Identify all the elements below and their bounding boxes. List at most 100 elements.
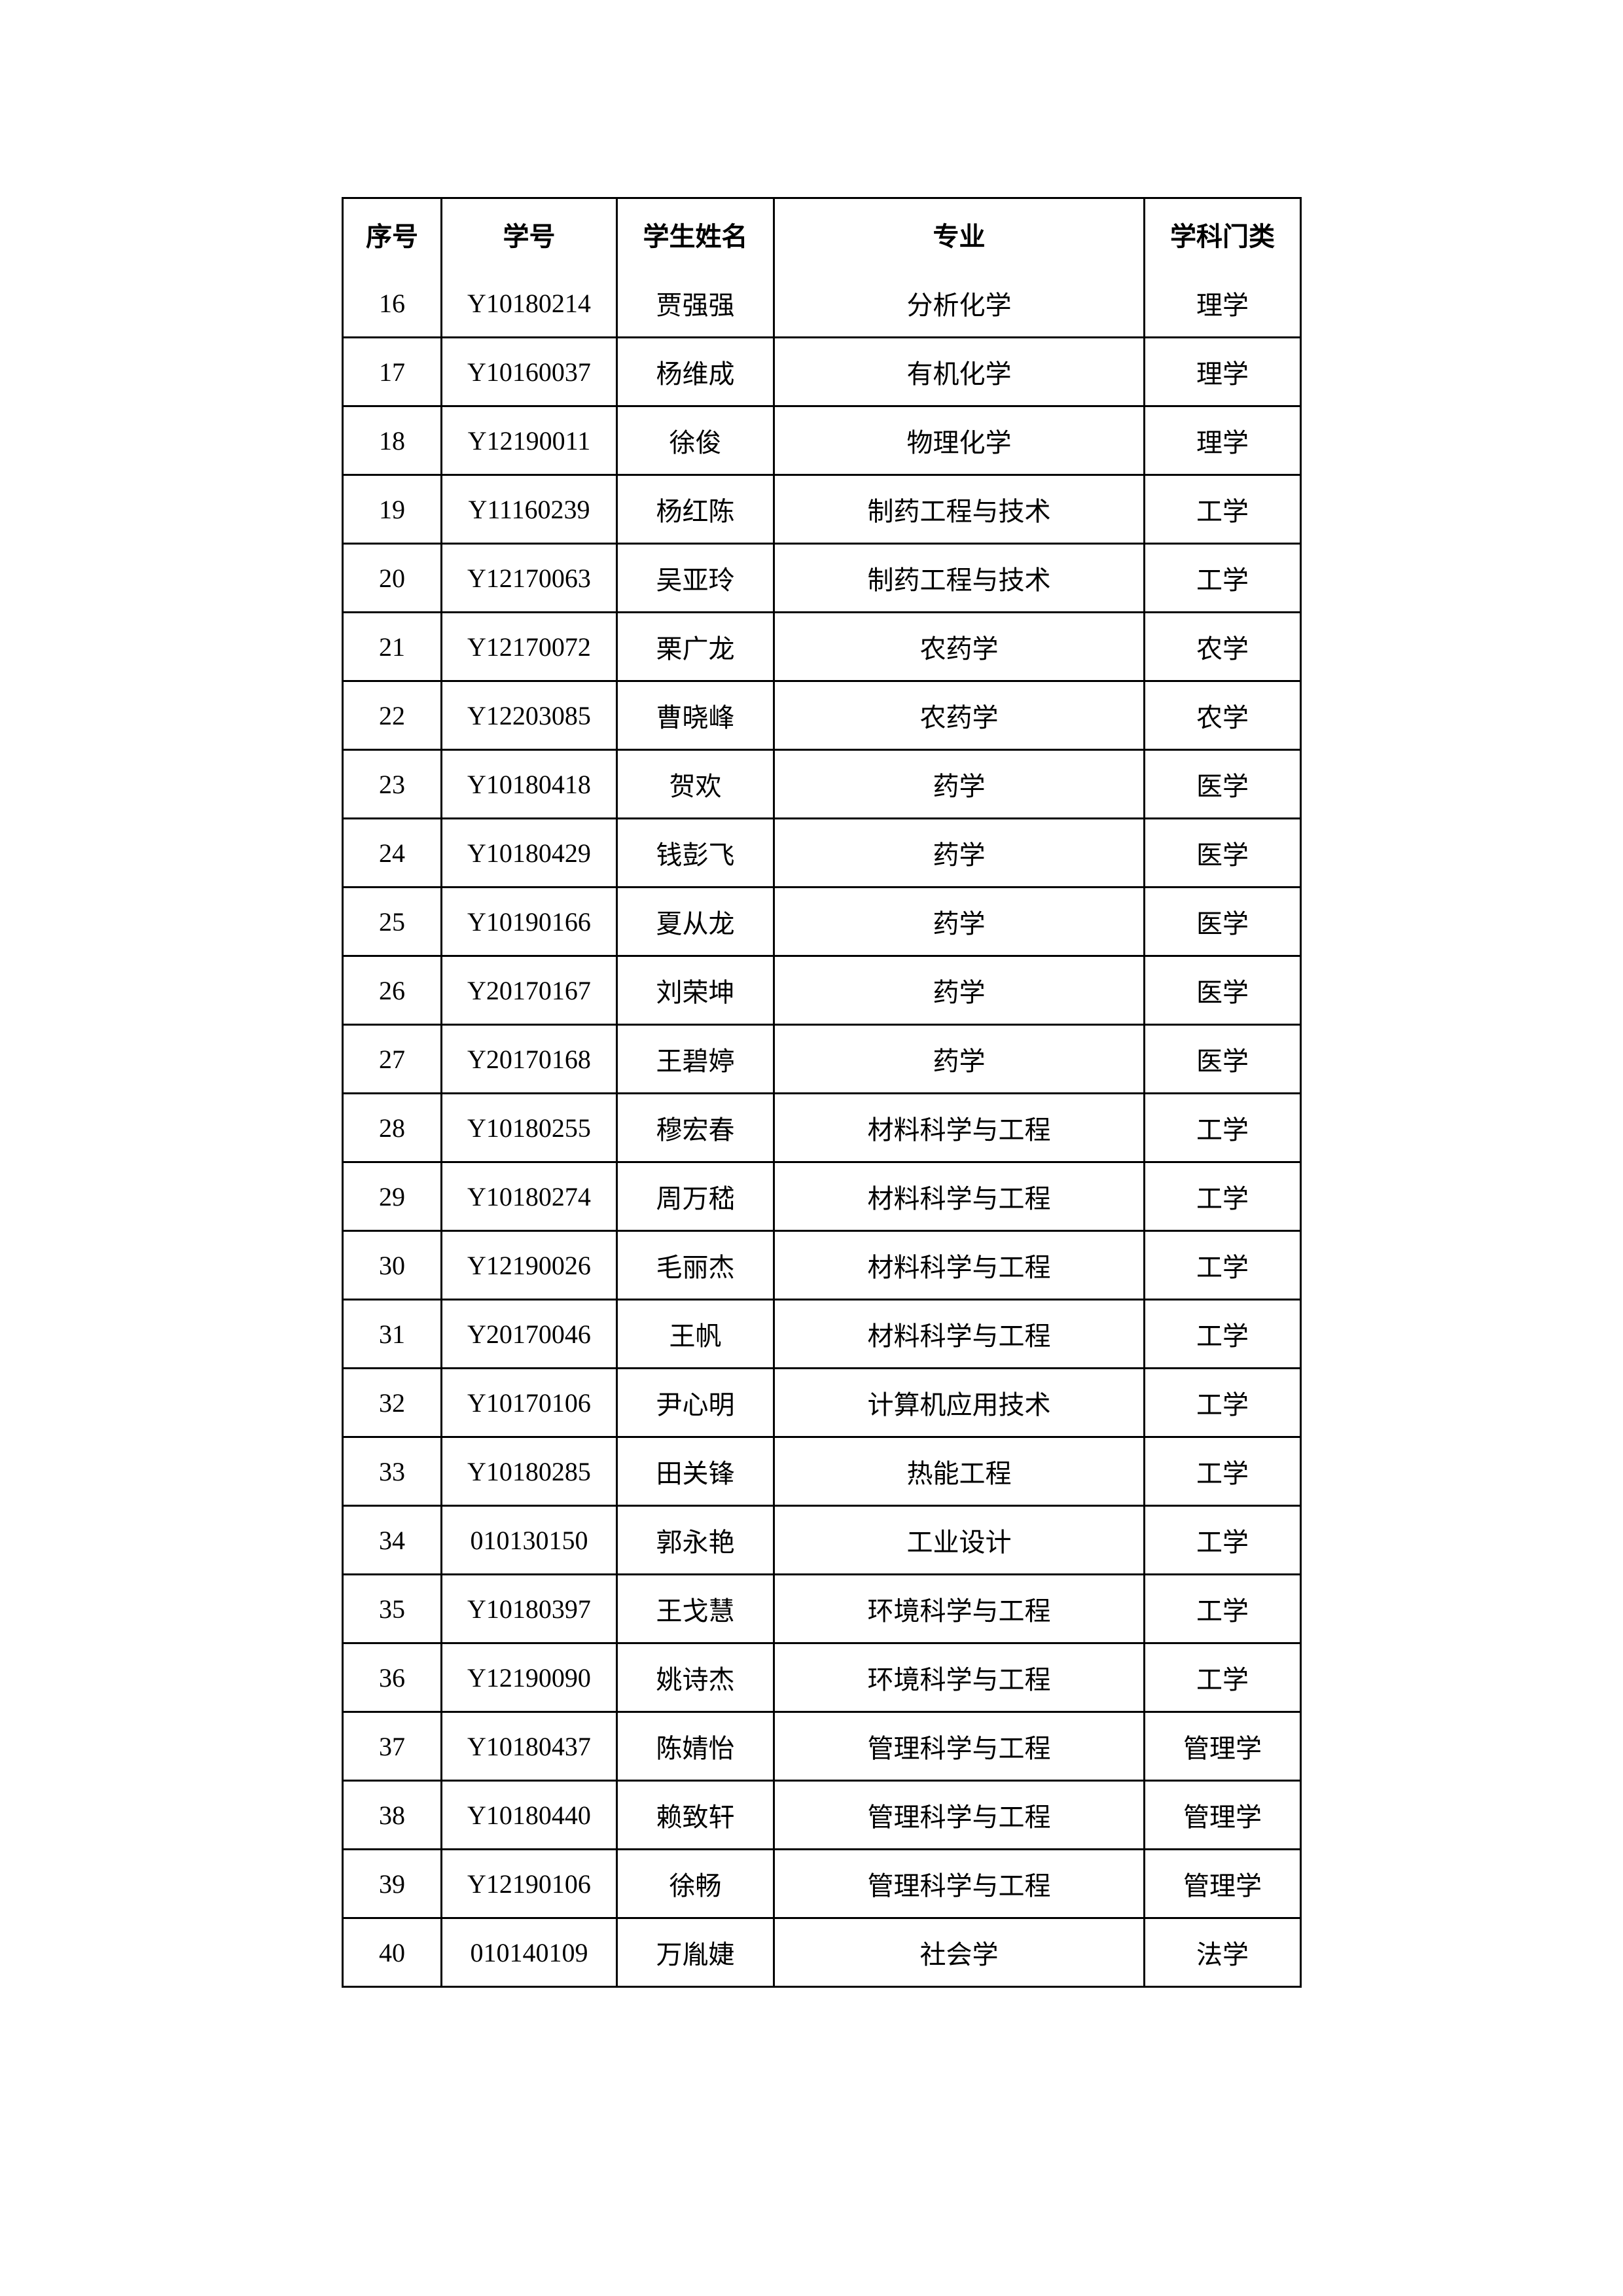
student-list-table: 序号 学号 学生姓名 专业 学科门类 16 Y10180214 贾强强 分析化学 理学 1… [342, 197, 1302, 1988]
cell-discipline: 工学 [1143, 1573, 1302, 1644]
cell-discipline: 管理学 [1143, 1780, 1302, 1850]
cell-index: 26 [342, 955, 442, 1026]
table-row: 40 010140109 万胤婕 社会学 法学 [342, 1917, 1302, 1988]
cell-student-id: Y10180429 [440, 817, 618, 888]
table-row: 39 Y12190106 徐畅 管理科学与工程 管理学 [342, 1848, 1302, 1919]
cell-major: 有机化学 [773, 336, 1145, 407]
cell-student-name: 曹晓峰 [616, 680, 775, 751]
cell-discipline: 农学 [1143, 680, 1302, 751]
table-row: 21 Y12170072 栗广龙 农药学 农学 [342, 611, 1302, 682]
cell-major: 药学 [773, 886, 1145, 957]
cell-index: 23 [342, 749, 442, 819]
cell-student-name: 贾强强 [616, 270, 775, 338]
table-row: 38 Y10180440 赖致轩 管理科学与工程 管理学 [342, 1780, 1302, 1850]
cell-student-id: Y20170046 [440, 1299, 618, 1369]
cell-discipline: 工学 [1143, 1642, 1302, 1713]
cell-student-name: 徐俊 [616, 405, 775, 476]
cell-major: 工业设计 [773, 1505, 1145, 1575]
cell-discipline: 法学 [1143, 1917, 1302, 1988]
cell-student-id: Y20170168 [440, 1024, 618, 1094]
table-row: 37 Y10180437 陈婧怡 管理科学与工程 管理学 [342, 1711, 1302, 1782]
cell-major: 制药工程与技术 [773, 474, 1145, 545]
cell-student-id: Y12203085 [440, 680, 618, 751]
table-row: 22 Y12203085 曹晓峰 农药学 农学 [342, 680, 1302, 751]
cell-index: 19 [342, 474, 442, 545]
cell-index: 36 [342, 1642, 442, 1713]
table-row: 32 Y10170106 尹心明 计算机应用技术 工学 [342, 1367, 1302, 1438]
cell-discipline: 工学 [1143, 1505, 1302, 1575]
header-student-name: 学生姓名 [616, 197, 775, 270]
cell-student-name: 毛丽杰 [616, 1230, 775, 1300]
cell-student-id: Y10160037 [440, 336, 618, 407]
cell-index: 20 [342, 543, 442, 613]
cell-index: 28 [342, 1092, 442, 1163]
cell-discipline: 工学 [1143, 543, 1302, 613]
cell-discipline: 医学 [1143, 749, 1302, 819]
cell-index: 18 [342, 405, 442, 476]
cell-student-name: 赖致轩 [616, 1780, 775, 1850]
table-row: 24 Y10180429 钱彭飞 药学 医学 [342, 817, 1302, 888]
cell-index: 16 [342, 270, 442, 338]
cell-discipline: 医学 [1143, 1024, 1302, 1094]
cell-student-id: Y20170167 [440, 955, 618, 1026]
cell-major: 药学 [773, 1024, 1145, 1094]
cell-major: 药学 [773, 817, 1145, 888]
cell-student-name: 贺欢 [616, 749, 775, 819]
table-row: 31 Y20170046 王帆 材料科学与工程 工学 [342, 1299, 1302, 1369]
cell-student-name: 钱彭飞 [616, 817, 775, 888]
cell-major: 材料科学与工程 [773, 1230, 1145, 1300]
table-row: 34 010130150 郭永艳 工业设计 工学 [342, 1505, 1302, 1575]
table-row: 29 Y10180274 周万嵇 材料科学与工程 工学 [342, 1161, 1302, 1232]
cell-student-name: 周万嵇 [616, 1161, 775, 1232]
table-row: 20 Y12170063 吴亚玲 制药工程与技术 工学 [342, 543, 1302, 613]
cell-index: 17 [342, 336, 442, 407]
cell-discipline: 工学 [1143, 1092, 1302, 1163]
cell-student-id: Y10180285 [440, 1436, 618, 1507]
header-row: 序号 学号 学生姓名 专业 学科门类 [342, 197, 1302, 270]
cell-discipline: 工学 [1143, 1367, 1302, 1438]
cell-student-id: Y12190026 [440, 1230, 618, 1300]
table-body: 16 Y10180214 贾强强 分析化学 理学 17 Y10160037 杨维成 有机化学 理学… [342, 270, 1302, 1988]
cell-discipline: 管理学 [1143, 1711, 1302, 1782]
cell-student-id: Y10180255 [440, 1092, 618, 1163]
table-row: 28 Y10180255 穆宏春 材料科学与工程 工学 [342, 1092, 1302, 1163]
cell-discipline: 医学 [1143, 886, 1302, 957]
cell-student-name: 田关锋 [616, 1436, 775, 1507]
cell-discipline: 理学 [1143, 336, 1302, 407]
table-row: 27 Y20170168 王碧婷 药学 医学 [342, 1024, 1302, 1094]
cell-student-name: 尹心明 [616, 1367, 775, 1438]
cell-student-id: Y12170063 [440, 543, 618, 613]
table-row: 17 Y10160037 杨维成 有机化学 理学 [342, 336, 1302, 407]
cell-student-id: 010130150 [440, 1505, 618, 1575]
cell-major: 分析化学 [773, 270, 1145, 338]
cell-discipline: 理学 [1143, 405, 1302, 476]
cell-student-name: 吴亚玲 [616, 543, 775, 613]
cell-index: 24 [342, 817, 442, 888]
cell-discipline: 农学 [1143, 611, 1302, 682]
cell-student-id: Y10190166 [440, 886, 618, 957]
cell-index: 31 [342, 1299, 442, 1369]
cell-major: 社会学 [773, 1917, 1145, 1988]
cell-student-name: 王碧婷 [616, 1024, 775, 1094]
cell-major: 管理科学与工程 [773, 1848, 1145, 1919]
table-row: 26 Y20170167 刘荣坤 药学 医学 [342, 955, 1302, 1026]
cell-discipline: 理学 [1143, 270, 1302, 338]
cell-discipline: 工学 [1143, 1299, 1302, 1369]
cell-discipline: 医学 [1143, 817, 1302, 888]
cell-major: 材料科学与工程 [773, 1299, 1145, 1369]
table-row: 25 Y10190166 夏从龙 药学 医学 [342, 886, 1302, 957]
cell-index: 29 [342, 1161, 442, 1232]
cell-index: 37 [342, 1711, 442, 1782]
cell-discipline: 医学 [1143, 955, 1302, 1026]
cell-major: 环境科学与工程 [773, 1573, 1145, 1644]
cell-discipline: 工学 [1143, 474, 1302, 545]
cell-student-id: Y10180274 [440, 1161, 618, 1232]
cell-major: 物理化学 [773, 405, 1145, 476]
cell-student-id: Y12190090 [440, 1642, 618, 1713]
cell-major: 管理科学与工程 [773, 1780, 1145, 1850]
cell-student-id: Y10180437 [440, 1711, 618, 1782]
cell-student-name: 陈婧怡 [616, 1711, 775, 1782]
cell-student-name: 徐畅 [616, 1848, 775, 1919]
table-row: 30 Y12190026 毛丽杰 材料科学与工程 工学 [342, 1230, 1302, 1300]
cell-student-name: 穆宏春 [616, 1092, 775, 1163]
